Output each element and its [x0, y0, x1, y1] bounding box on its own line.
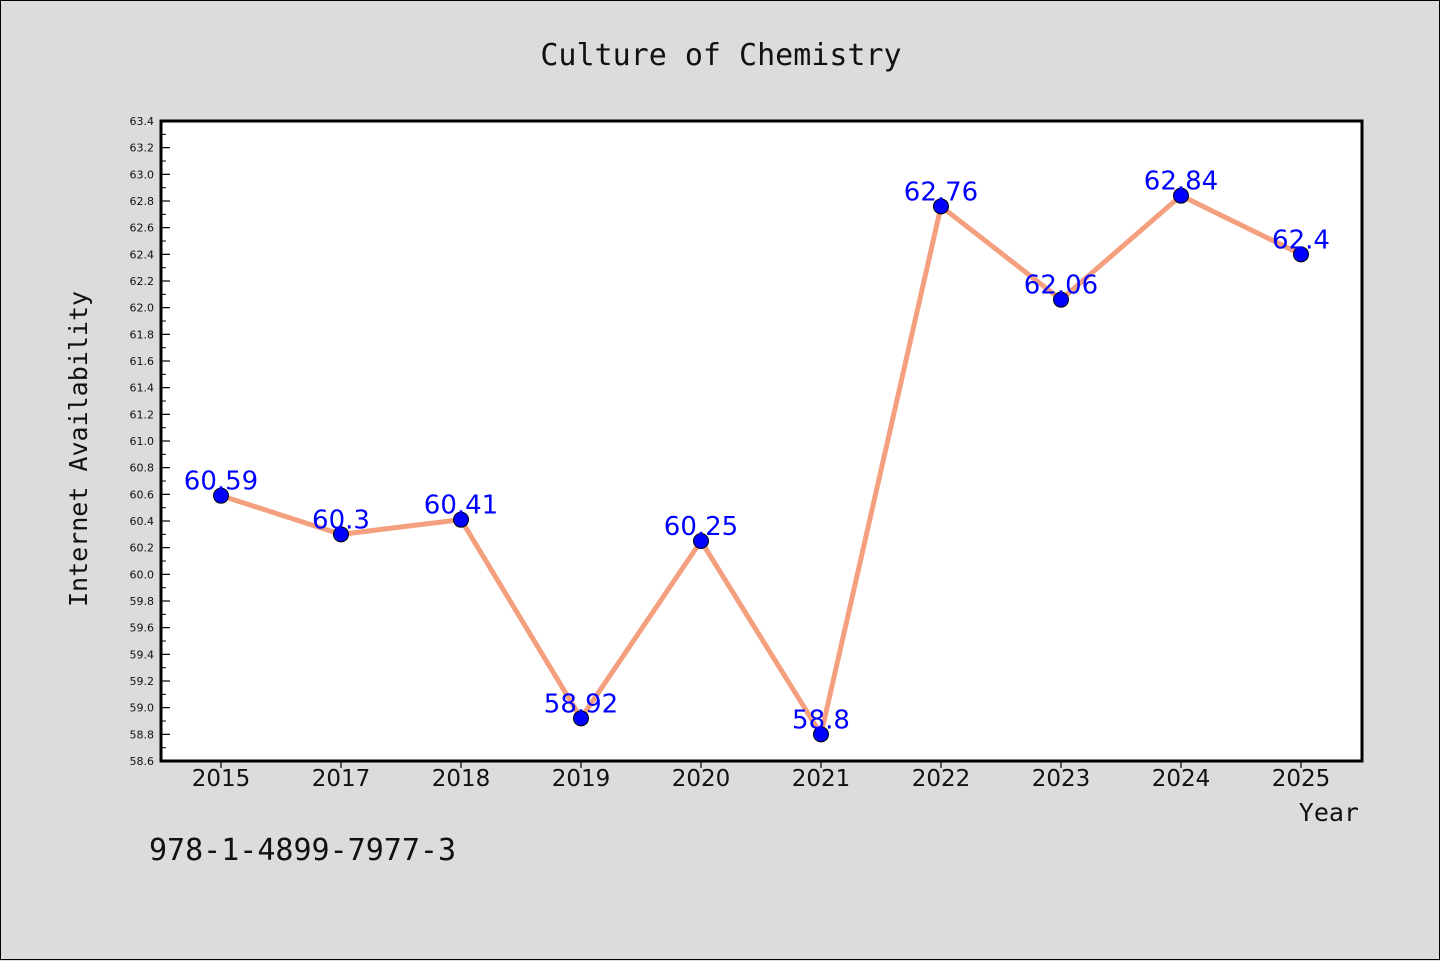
- series-line-group: [218, 193, 1304, 737]
- y-tick-label: 60.6: [130, 488, 155, 501]
- data-label: 62.4: [1272, 225, 1330, 255]
- series-line: [218, 193, 1304, 737]
- y-tick-label: 59.2: [130, 675, 155, 688]
- x-tick-label: 2025: [1272, 766, 1331, 792]
- data-label: 60.41: [424, 491, 498, 521]
- y-tick-label: 62.4: [130, 248, 155, 261]
- data-label: 60.59: [184, 467, 258, 497]
- y-tick-label: 60.8: [130, 462, 155, 475]
- y-tick-label: 63.0: [130, 168, 155, 181]
- y-tick-label: 61.2: [130, 408, 155, 421]
- data-labels: 60.59 60.3 60.41 58.92 60.25 58.8 62.76 62.06 62…: [184, 167, 1330, 736]
- isbn-text: 978-1-4899-7977-3: [149, 833, 457, 868]
- data-label: 58.8: [792, 705, 850, 735]
- x-axis: 2015 2017 2018 2019 2020 2021 2022 2023 2024 2025: [192, 761, 1331, 792]
- y-tick-label: 60.4: [130, 515, 155, 528]
- y-tick-label: 58.6: [130, 755, 155, 768]
- x-tick-label: 2024: [1152, 766, 1211, 792]
- x-tick-label: 2021: [792, 766, 851, 792]
- y-axis-label: Internet Availability: [64, 291, 93, 607]
- y-tick-label: 62.8: [130, 195, 155, 208]
- y-tick-label: 60.2: [130, 542, 155, 555]
- y-tick-label: 59.4: [130, 648, 155, 661]
- x-tick-label: 2017: [312, 766, 371, 792]
- y-tick-label: 62.2: [130, 275, 155, 288]
- data-label: 60.3: [312, 505, 370, 535]
- x-tick-label: 2015: [192, 766, 251, 792]
- y-tick-label: 59.6: [130, 622, 155, 635]
- y-tick-label: 61.4: [130, 382, 155, 395]
- data-label: 60.25: [664, 512, 738, 542]
- data-point: [573, 710, 589, 727]
- data-label: 62.06: [1024, 271, 1098, 301]
- data-label: 62.76: [904, 177, 978, 207]
- data-point: [933, 198, 949, 215]
- y-tick-label: 60.0: [130, 568, 155, 581]
- y-tick-label: 62.6: [130, 222, 155, 235]
- y-tick-label: 62.0: [130, 302, 155, 315]
- data-point: [693, 533, 709, 549]
- x-tick-label: 2019: [552, 766, 611, 792]
- x-tick-label: 2023: [1032, 766, 1091, 792]
- data-point: [333, 526, 349, 543]
- y-tick-label: 58.8: [130, 728, 155, 741]
- data-point: [1053, 291, 1069, 308]
- x-tick-label: 2020: [672, 766, 731, 792]
- y-tick-label: 61.6: [130, 355, 155, 368]
- data-label: 58.92: [544, 689, 618, 719]
- chart-title: Culture of Chemistry: [540, 38, 901, 73]
- data-point: [813, 726, 829, 743]
- y-tick-label: 61.0: [130, 435, 155, 448]
- y-tick-label: 63.2: [130, 142, 155, 155]
- data-point: [453, 511, 469, 528]
- data-point: [213, 487, 229, 504]
- x-axis-label: Year: [1299, 798, 1359, 827]
- series-markers: [213, 187, 1309, 743]
- data-point: [1293, 246, 1309, 263]
- y-tick-label: 63.4: [130, 115, 155, 128]
- data-point: [1173, 187, 1189, 204]
- data-label: 62.84: [1144, 167, 1218, 197]
- y-axis: 58.6 58.8 59.0 59.2 59.4 59.6 59.8 60.0 60.2 60.4…: [130, 115, 170, 768]
- x-tick-label: 2022: [912, 766, 971, 792]
- plot-area: [159, 119, 1364, 763]
- y-tick-label: 59.8: [130, 595, 155, 608]
- x-tick-label: 2018: [432, 766, 491, 792]
- y-tick-label: 59.0: [130, 702, 155, 715]
- y-tick-label: 61.8: [130, 328, 155, 341]
